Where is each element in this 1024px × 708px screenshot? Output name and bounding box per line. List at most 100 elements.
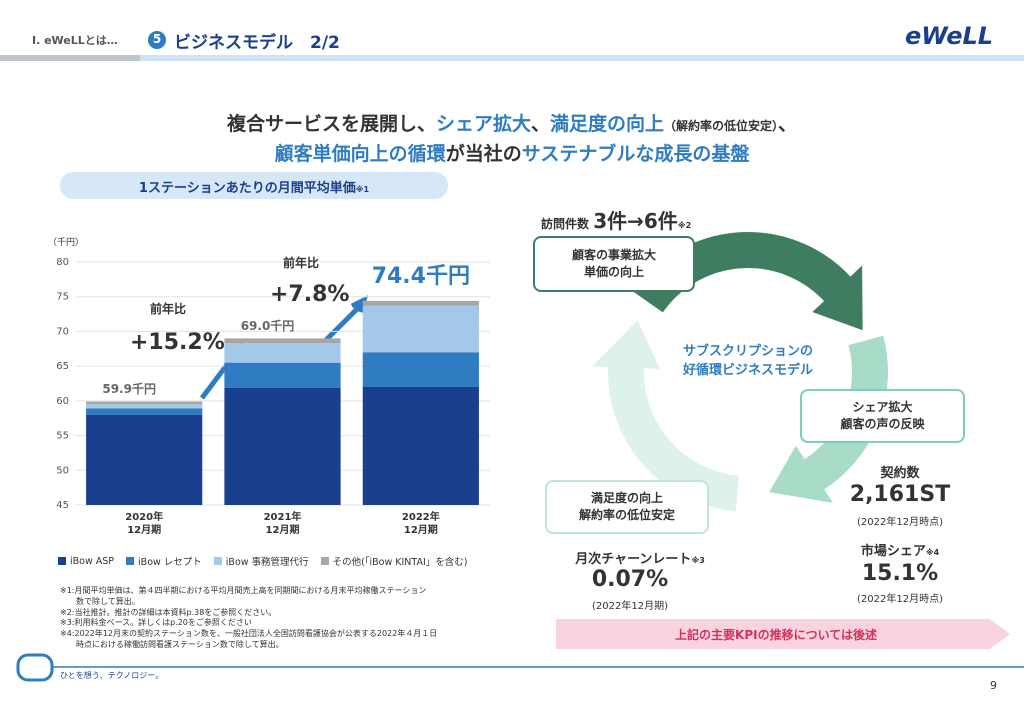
kpi-label: 訪問件数	[541, 217, 590, 231]
legend: iBow ASP iBow レセプト iBow 事務管理代行 その他(「iBow KI…	[58, 554, 468, 568]
bar-segment	[362, 300, 479, 306]
x-tick-label: 2020年 12月期	[125, 512, 164, 536]
cycle-box: 満足度の向上 解約率の低位安定	[545, 480, 709, 534]
footer-logo	[16, 653, 54, 682]
legend-swatch	[213, 557, 222, 565]
legend-item: iBow レセプト	[126, 554, 202, 568]
note-mark: ※2	[677, 221, 692, 230]
y-tick-label: 55	[56, 431, 69, 442]
title-pill	[60, 172, 448, 199]
total-label: 69.0千円	[241, 318, 295, 333]
total-label: 74.4千円	[372, 264, 470, 289]
growth-arrow	[324, 295, 369, 342]
header-bar	[140, 55, 1024, 61]
banner: 上記の主要KPIの推移については後述	[675, 628, 877, 642]
headline-text: が当社の	[445, 143, 522, 165]
logo: eWeLL	[905, 22, 994, 50]
legend-item: iBow 事務管理代行	[213, 554, 309, 568]
visits: 訪問件数 3件→6件※2	[541, 205, 691, 234]
page-title: ビジネスモデル 2/2	[174, 33, 340, 53]
y-tick-label: 80	[56, 257, 69, 268]
x-tick-label: 2021年 12月期	[263, 512, 302, 536]
number-badge	[148, 31, 166, 49]
headline: 顧客単価向上の循環が当社のサステナブルな成長の基盤	[0, 117, 1024, 166]
note-mark: ※3	[691, 556, 705, 565]
kpi-value: 15.1%	[861, 561, 939, 586]
headline-text: サステナブルな成長の基盤	[521, 143, 750, 165]
legend-swatch	[320, 557, 329, 565]
legend-text: iBow レセプト	[138, 557, 202, 568]
chart-title: 1ステーションあたりの月間平均単価※1	[60, 177, 448, 196]
cycle-arrowhead	[812, 265, 863, 331]
y-axis-label: （千円）	[48, 238, 85, 248]
cycle-arc	[608, 364, 740, 512]
headline-text: 満足度の向上	[550, 113, 665, 135]
bar-segment	[224, 338, 341, 344]
headline: 複合サービスを展開し、シェア拡大、満足度の向上（解約率の低位安定）、	[0, 87, 1024, 136]
growth-value: +7.8%	[270, 282, 350, 307]
kpi-value: 0.07%	[591, 567, 669, 592]
y-tick-label: 50	[56, 465, 69, 476]
kpi-value: 2,161ST	[849, 482, 951, 507]
kpi-label: 市場シェア※4	[830, 540, 970, 559]
bar-segment	[86, 401, 203, 405]
footnote: ※3:利用料金ベース。詳しくはp.20をご参照ください	[60, 618, 252, 628]
y-tick-label: 45	[56, 500, 69, 511]
headline-text: 、	[530, 113, 550, 135]
footnote: ※4:2022年12月末の契約ステーション数を、一般社団法人全国訪問看護協会が公…	[60, 629, 438, 649]
cycle-center: サブスクリプションの 好循環ビジネスモデル	[682, 344, 813, 378]
y-tick-label: 65	[56, 361, 69, 372]
y-tick-label: 60	[56, 396, 69, 407]
legend-text: その他(「iBow KINTAI」を含む)	[332, 557, 468, 568]
bar-chart: 45 50 55 60 65 70 75 80 59.9千円 69.0千円 74.4千円	[56, 257, 490, 511]
footnote: ※2:当社推計。推計の詳細は本資料p.38をご参照ください。	[60, 607, 277, 617]
page-number: 9	[990, 679, 997, 692]
legend-item: その他(「iBow KINTAI」を含む)	[320, 554, 468, 568]
headline-text: （解約率の低位安定）	[664, 119, 779, 133]
legend-item: iBow ASP	[58, 554, 114, 568]
section: Ⅰ. eWeLLとは…	[32, 34, 118, 47]
kpi-label-text: 月次チャーンレート	[575, 552, 692, 567]
kpi-value: 3件→6件	[593, 209, 678, 233]
headline-text: シェア拡大	[435, 113, 531, 135]
cycle-box: 顧客の事業拡大 単価の向上	[533, 236, 695, 292]
bar-segment	[224, 362, 341, 388]
legend-swatch	[126, 557, 135, 565]
legend-text: iBow 事務管理代行	[225, 557, 309, 568]
y-tick-label: 70	[56, 326, 69, 337]
slogan: ひとを想う、テクノロジー。	[60, 671, 164, 680]
bar-segment	[362, 386, 479, 505]
banner-arrow	[556, 619, 1010, 649]
bar-segment	[86, 414, 203, 505]
growth-label: 前年比	[150, 302, 187, 316]
cycle-arrowhead	[769, 445, 833, 503]
kpi-note: (2022年12月時点)	[857, 594, 943, 605]
kpi-label-text: 市場シェア	[860, 544, 926, 559]
kpi-label: 月次チャーンレート※3	[560, 548, 720, 567]
kpi-label: 契約数	[880, 466, 920, 481]
growth-label: 前年比	[283, 256, 320, 270]
header-bar	[0, 55, 140, 61]
bar-segment	[362, 305, 479, 353]
footnote: ※1:月間平均単価は、第４四半期における平均月間売上高を同期間における月末平均稼…	[60, 586, 427, 606]
bar-segment	[362, 352, 479, 387]
cycle-box: シェア拡大 顧客の声の反映	[800, 389, 965, 443]
headline-text: 、	[778, 113, 798, 135]
footnotes: ※1:月間平均単価は、第４四半期における平均月間売上高を同期間における月末平均稼…	[60, 586, 437, 651]
total-label: 59.9千円	[102, 381, 156, 396]
note-mark: ※1	[355, 185, 370, 194]
note-mark: ※4	[925, 548, 940, 557]
bar-segment	[86, 408, 203, 415]
x-tick-label: 2022年 12月期	[401, 512, 440, 536]
kpi-note: (2022年12月期)	[592, 601, 668, 612]
bar-segment	[224, 387, 341, 505]
bar-segment	[86, 404, 203, 409]
y-tick-label: 75	[56, 292, 69, 303]
legend-text: iBow ASP	[70, 555, 115, 567]
bar-segment	[224, 343, 341, 363]
chart-title-text: 1ステーションあたりの月間平均単価	[138, 181, 356, 196]
section-number: 5	[152, 32, 162, 46]
headline-text: 複合サービスを展開し、	[226, 113, 436, 135]
